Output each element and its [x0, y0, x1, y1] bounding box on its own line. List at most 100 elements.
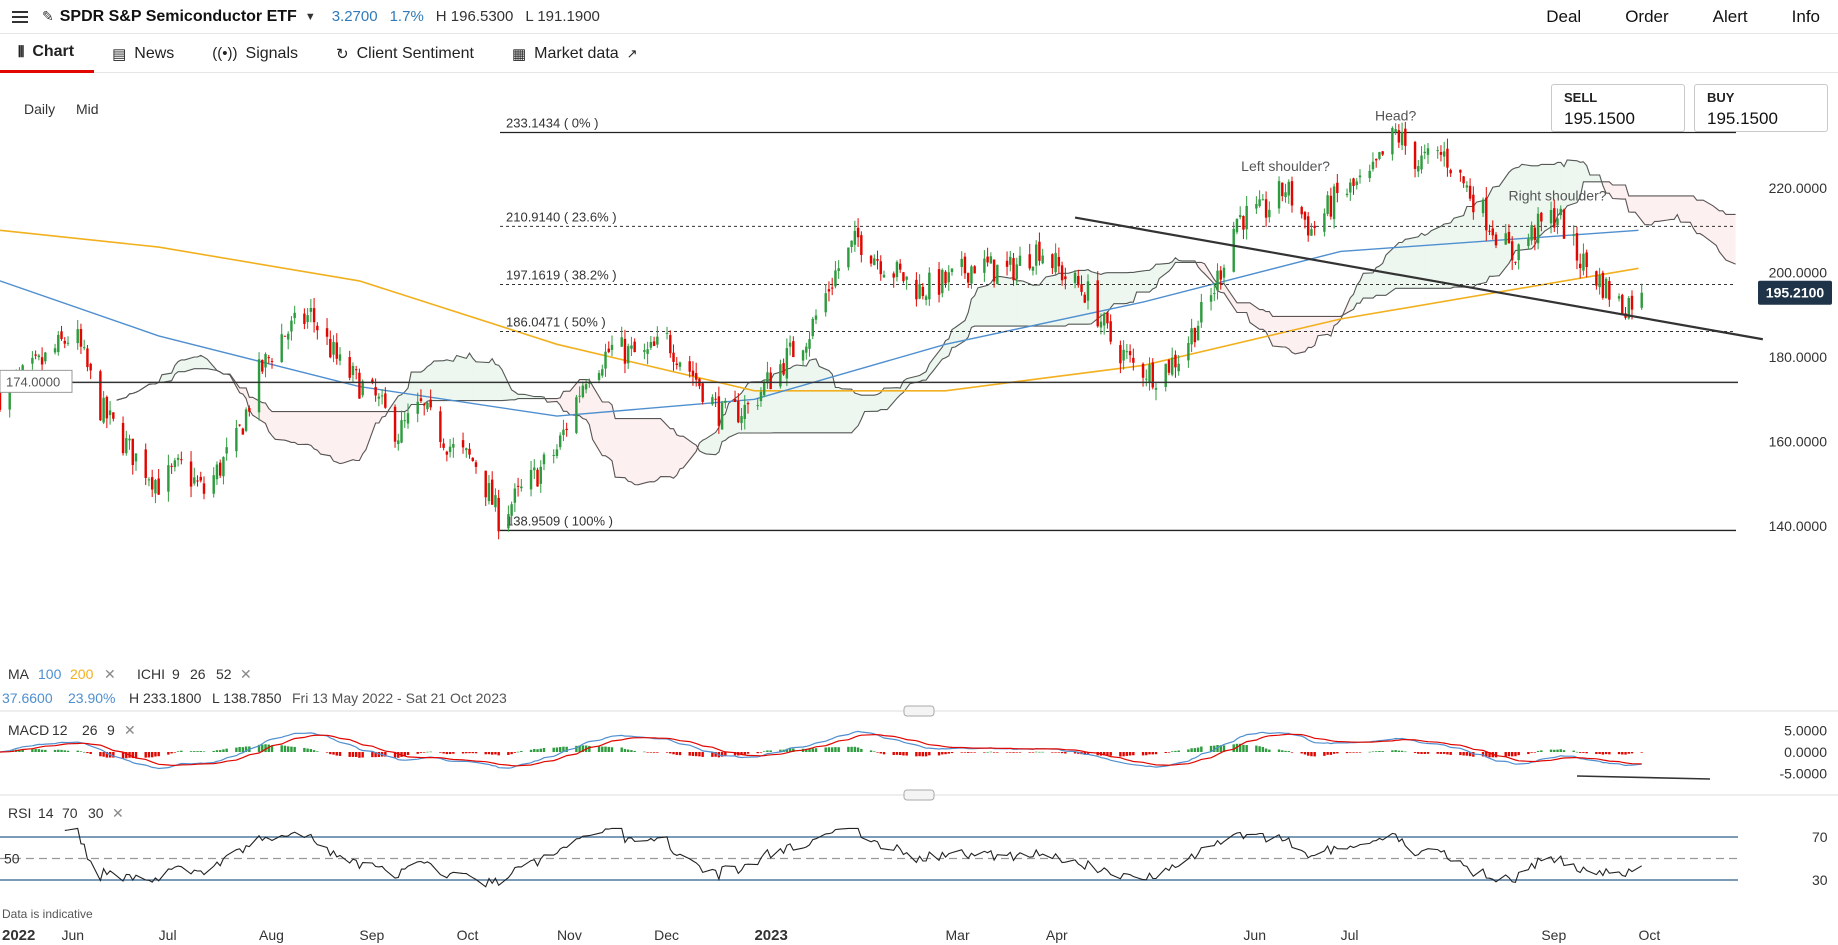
macd-histogram-bar: [358, 752, 361, 758]
ichimoku-cloud-segment: [511, 389, 515, 400]
candle-body: [1284, 192, 1287, 198]
caret-down-icon[interactable]: ▼: [304, 10, 316, 23]
info-button[interactable]: Info: [1791, 7, 1820, 26]
ichimoku-cloud-segment: [1476, 199, 1487, 285]
tab-chart[interactable]: ⫴ Chart: [0, 35, 95, 73]
pencil-icon[interactable]: ✎: [42, 8, 54, 24]
candle: [1106, 311, 1109, 329]
candle: [1054, 243, 1057, 275]
candle: [1281, 182, 1284, 202]
candle-body: [873, 258, 876, 266]
macd-histogram-bar: [646, 752, 649, 753]
candle: [1540, 211, 1543, 232]
macd-histogram-bar: [1216, 744, 1219, 752]
instrument-name[interactable]: SPDR S&P Semiconductor ETF: [59, 7, 297, 25]
candle: [1510, 236, 1514, 270]
timeframe-daily[interactable]: Daily: [24, 101, 56, 117]
macd-histogram-bar: [805, 748, 808, 752]
ichimoku-cloud-segment: [654, 418, 658, 482]
macd-histogram-bar: [1517, 752, 1520, 756]
candle-body: [814, 315, 818, 320]
ichimoku-cloud-segment: [1518, 164, 1522, 251]
candle-body: [542, 454, 546, 465]
candle: [1420, 146, 1423, 174]
candle: [1459, 169, 1462, 182]
candle: [876, 250, 879, 270]
macd-histogram-bar: [31, 749, 34, 752]
candle-body: [1141, 363, 1145, 378]
candle: [1572, 225, 1575, 246]
ichimoku-cloud-segment: [971, 295, 975, 328]
candle: [533, 459, 536, 479]
tab-client-sentiment[interactable]: ↻ Client Sentiment: [318, 35, 494, 73]
tab-signals[interactable]: ((•)) Signals: [194, 35, 318, 73]
annotations: Head? Left shoulder? Right shoulder?: [1241, 107, 1607, 203]
ma-legend-name: MA: [8, 666, 30, 682]
macd-histogram-bar: [529, 749, 533, 752]
candle-body: [694, 373, 698, 380]
order-button[interactable]: Order: [1625, 7, 1669, 26]
buy-box[interactable]: BUY 195.1500: [1694, 84, 1828, 132]
candle-body: [452, 444, 455, 448]
ichimoku-cloud-segment: [1635, 195, 1645, 225]
ichimoku-cloud-segment: [819, 366, 829, 433]
candle: [176, 454, 180, 467]
candle: [1345, 188, 1349, 198]
candle: [102, 391, 105, 425]
candle-body: [983, 258, 986, 273]
macd-histogram-bar: [1336, 752, 1339, 754]
ichimoku-cloud-segment: [1674, 195, 1678, 220]
candle-body: [536, 469, 539, 487]
sell-box[interactable]: SELL 195.1500: [1551, 84, 1685, 132]
hamburger-menu-icon[interactable]: [12, 10, 30, 24]
macd-histogram-bar: [1578, 752, 1582, 753]
price-chart[interactable]: 233.1434 ( 0% ) 210.9140 ( 23.6% ) 197.161…: [0, 74, 1838, 945]
deal-button[interactable]: Deal: [1546, 7, 1582, 26]
candle-body: [105, 396, 109, 419]
macd-histogram-bar: [335, 752, 338, 756]
ichimoku-cloud-segment: [262, 402, 266, 424]
macd-histogram-bar: [134, 752, 138, 758]
candle-body: [1190, 328, 1193, 345]
candle-body: [248, 407, 251, 412]
macd-histogram-bar: [1527, 752, 1530, 755]
ichimoku-cloud-segment: [1353, 285, 1357, 310]
ichimoku-cloud-segment: [466, 353, 470, 401]
ichimoku-cloud-segment: [1421, 233, 1425, 289]
macd-histogram-bar: [915, 752, 918, 757]
candle-body: [1468, 185, 1472, 199]
candle: [63, 337, 66, 349]
macd-histogram-bar: [607, 746, 610, 752]
candle-body: [759, 391, 763, 401]
macd-histogram-bar: [588, 745, 591, 752]
ichimoku-cloud-segment: [229, 374, 240, 393]
price-type-mid[interactable]: Mid: [76, 101, 99, 117]
ichimoku-cloud-segment: [1622, 185, 1626, 200]
ichimoku-cloud-segment: [1576, 160, 1581, 203]
candle-body: [490, 479, 494, 505]
ichimoku-cloud-segment: [793, 365, 797, 433]
macd-histogram-bar: [1572, 750, 1575, 752]
ichimoku-cloud-segment: [563, 391, 567, 412]
ichimoku-cloud-segment: [929, 359, 933, 376]
candlesticks: [0, 121, 1643, 540]
ichimoku-cloud-segment: [226, 374, 230, 375]
tab-market-data[interactable]: ▦ Market data ↗: [494, 35, 658, 73]
ichimoku-cloud-segment: [608, 402, 612, 461]
candle-body: [578, 395, 581, 397]
macd-histogram-bar: [853, 746, 857, 752]
macd-histogram-bar: [918, 752, 921, 757]
macd-histogram-bar: [1193, 748, 1197, 752]
candle-body: [1459, 169, 1462, 173]
candle-body: [902, 272, 905, 282]
candle: [419, 389, 423, 403]
ichimoku-cloud-segment: [987, 282, 991, 327]
ichimoku-cloud-segment: [547, 398, 557, 403]
macd-histogram-bar: [1617, 752, 1621, 755]
ichimoku-cloud-segment: [955, 320, 965, 348]
tab-news[interactable]: ▤ News: [94, 35, 194, 73]
candle-body: [1015, 264, 1018, 280]
y-tick-label: 200.0000: [1769, 265, 1828, 281]
ichimoku-cloud-segment: [835, 387, 839, 433]
alert-button[interactable]: Alert: [1712, 7, 1748, 26]
